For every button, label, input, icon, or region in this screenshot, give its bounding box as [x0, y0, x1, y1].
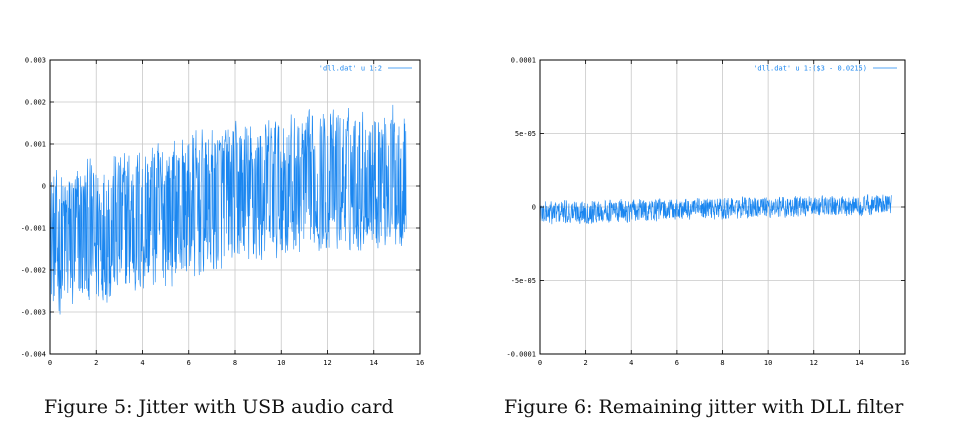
x-tick-label: 6: [187, 359, 191, 367]
x-tick-label: 12: [323, 359, 331, 367]
x-tick-label: 2: [584, 359, 588, 367]
remaining-jitter-dll-chart: 0 2 4 6 8 10 12 14 16 -0.0001 -5e-05 0 5e-05 0.0001 'd…: [506, 57, 909, 368]
jitter-usb-chart: 0 2 4 6 8 10 12 14 16 -0.004 -0.003 -0.002 -0.001 0 0.…: [21, 57, 425, 368]
x-tick-label: 8: [233, 359, 237, 367]
x-tick-label: 4: [140, 359, 144, 367]
y-tick-label: 0.0001: [511, 57, 536, 65]
y-tick-label: -0.002: [21, 267, 46, 275]
y-tick-label: 0.002: [25, 99, 46, 107]
figure-5-caption: Figure 5: Jitter with USB audio card: [44, 396, 394, 418]
x-tick-label: 4: [629, 359, 633, 367]
legend-label: 'dll.dat' u 1:2: [319, 65, 382, 73]
figure-5: 0 2 4 6 8 10 12 14 16 -0.004 -0.003 -0.002 -0.001 0 0.…: [0, 0, 480, 448]
legend-label: 'dll.dat' u 1:($3 - 0.0215): [753, 65, 867, 73]
x-tick-label: 10: [764, 359, 772, 367]
x-tick-label: 14: [370, 359, 378, 367]
y-tick-label: 5e-05: [515, 130, 536, 138]
y-tick-label: -0.0001: [506, 351, 536, 359]
x-tick-label: 16: [416, 359, 424, 367]
y-tick-label: 0.001: [25, 141, 46, 149]
figure-6-caption: Figure 6: Remaining jitter with DLL filt…: [504, 396, 904, 418]
x-tick-label: 10: [277, 359, 285, 367]
x-tick-label: 14: [855, 359, 863, 367]
y-tick-label: 0.003: [25, 57, 46, 65]
x-tick-label: 12: [810, 359, 818, 367]
y-tick-label: -5e-05: [511, 277, 536, 285]
y-tick-label: 0: [532, 204, 536, 212]
series-line: [539, 194, 892, 225]
y-tick-label: -0.003: [21, 309, 46, 317]
x-tick-label: 8: [720, 359, 724, 367]
x-tick-label: 6: [675, 359, 679, 367]
x-tick-label: 0: [538, 359, 542, 367]
y-tick-label: -0.001: [21, 225, 46, 233]
y-tick-label: -0.004: [21, 351, 46, 359]
x-tick-label: 2: [94, 359, 98, 367]
series-line: [49, 104, 407, 320]
x-tick-label: 16: [901, 359, 909, 367]
y-tick-label: 0: [42, 183, 46, 191]
x-tick-label: 0: [48, 359, 52, 367]
figure-6: 0 2 4 6 8 10 12 14 16 -0.0001 -5e-05 0 5e-05 0.0001 'd…: [480, 0, 961, 448]
